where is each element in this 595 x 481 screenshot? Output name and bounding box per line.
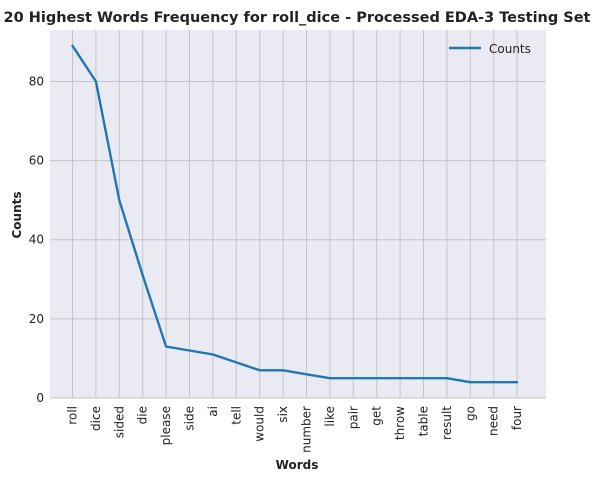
x-tick-label: tell bbox=[229, 406, 243, 425]
x-tick-label: result bbox=[440, 406, 454, 440]
x-tick-label: ai bbox=[206, 406, 220, 417]
x-tick-label: please bbox=[159, 406, 173, 445]
x-tick-label: get bbox=[370, 406, 384, 426]
y-axis-label: Counts bbox=[10, 191, 24, 238]
x-tick-label: die bbox=[136, 406, 150, 424]
x-tick-label: side bbox=[183, 406, 197, 431]
x-tick-label: throw bbox=[393, 406, 407, 440]
series-line bbox=[71, 44, 519, 384]
x-tick-label: four bbox=[510, 406, 524, 430]
x-tick-label: go bbox=[463, 406, 477, 421]
x-tick-label: six bbox=[276, 406, 290, 423]
y-tick-label: 40 bbox=[29, 233, 44, 247]
x-tick-labels: roll dice sided die please side ai tell would six… bbox=[66, 406, 525, 453]
legend-label: Counts bbox=[489, 42, 531, 56]
y-tick-label: 60 bbox=[29, 154, 44, 168]
y-tick-labels: 0 20 40 60 80 bbox=[29, 74, 44, 405]
chart-title: 20 Highest Words Frequency for roll_dice… bbox=[3, 10, 590, 26]
x-tick-label: would bbox=[253, 406, 267, 442]
x-tick-label: number bbox=[300, 406, 314, 453]
legend: Counts bbox=[449, 42, 531, 56]
plot-area bbox=[50, 30, 546, 398]
y-tick-label: 80 bbox=[29, 74, 44, 88]
y-tick-label: 0 bbox=[36, 391, 44, 405]
x-tick-label: dice bbox=[89, 406, 103, 431]
y-tick-label: 20 bbox=[29, 312, 44, 326]
x-tick-label: pair bbox=[346, 406, 360, 429]
x-axis-label: Words bbox=[276, 458, 319, 472]
series-layer bbox=[71, 44, 519, 384]
x-tick-label: need bbox=[487, 406, 501, 436]
x-tick-label: roll bbox=[66, 406, 80, 425]
x-tick-label: like bbox=[323, 406, 337, 427]
x-tick-label: sided bbox=[112, 406, 126, 438]
x-tick-label: table bbox=[417, 406, 431, 436]
